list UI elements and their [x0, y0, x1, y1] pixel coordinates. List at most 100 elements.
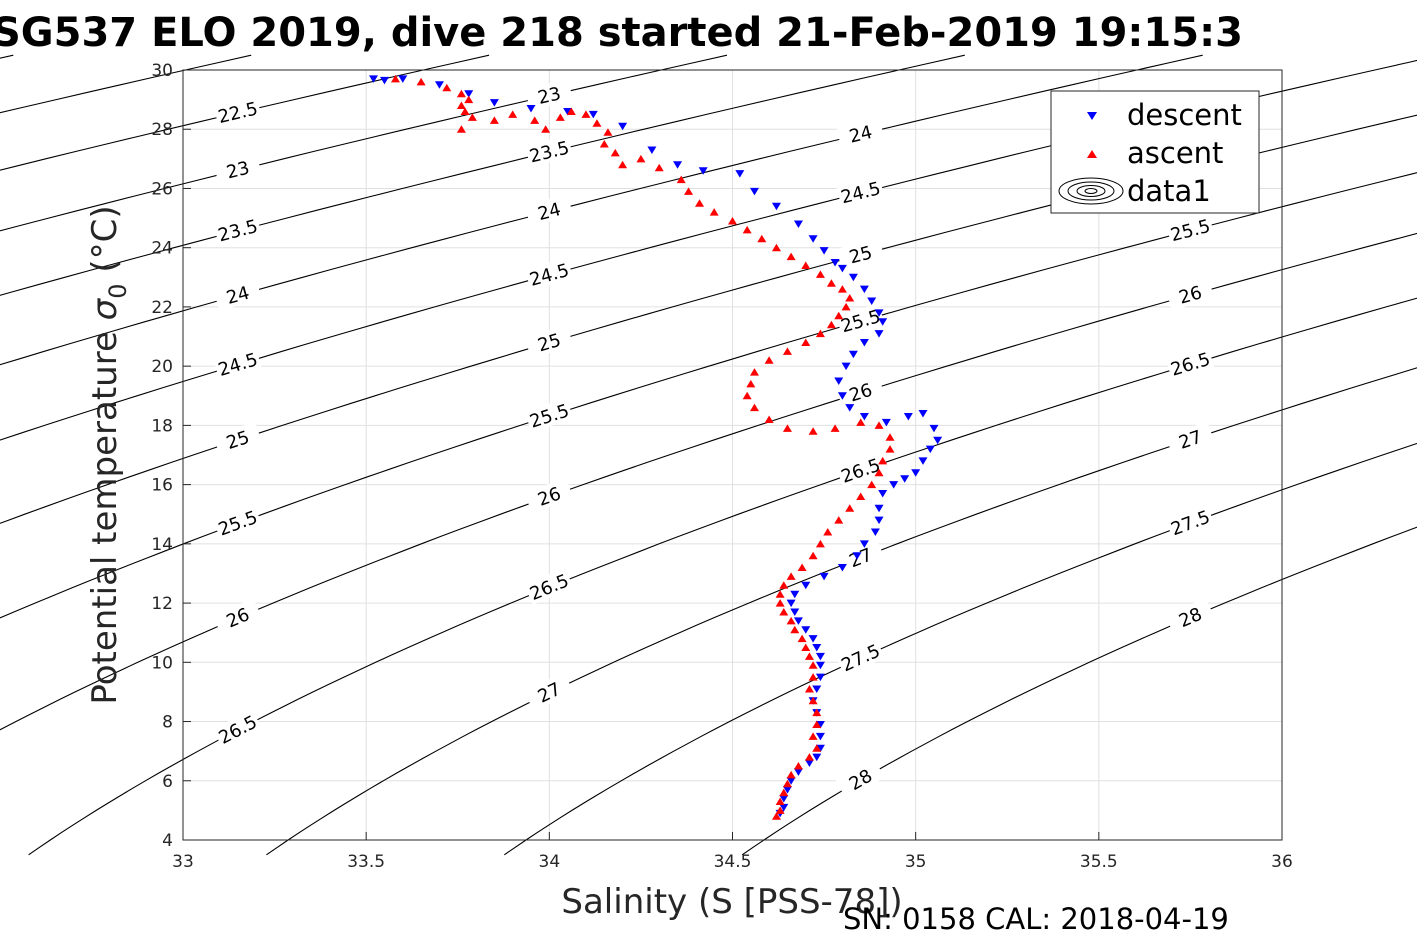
contour-label-bg	[1165, 346, 1215, 381]
calibration-footer: SN: 0158 CAL: 2018-04-19	[843, 902, 1229, 936]
contour-label-bg	[524, 477, 574, 514]
ascent-point	[808, 661, 818, 669]
ascent-point	[742, 391, 752, 400]
ascent-point	[749, 368, 759, 376]
descent-point	[837, 264, 847, 273]
contour-label-group: 25	[524, 324, 574, 359]
contour-label-bg	[525, 135, 574, 167]
ascent-point	[885, 433, 895, 441]
x-tick-label: 34.5	[714, 852, 752, 872]
descent-point	[874, 516, 884, 525]
descent-point	[464, 90, 474, 98]
ascent-point	[775, 599, 785, 607]
descent-point	[398, 75, 408, 83]
contour-label: 23	[536, 83, 563, 109]
descent-point	[790, 608, 800, 616]
descent-point	[793, 768, 803, 776]
descent-point	[881, 418, 891, 427]
descent-point	[379, 76, 389, 85]
ascent-point	[764, 356, 774, 364]
ascent-point	[837, 285, 847, 293]
ascent-point	[801, 643, 811, 651]
ascent-point	[467, 113, 477, 121]
ascent-point	[878, 456, 888, 465]
ascent-point	[793, 761, 803, 770]
descent-point	[859, 338, 869, 347]
descent-point	[870, 528, 880, 536]
ascent-point	[695, 199, 705, 207]
ascent-point	[874, 421, 884, 429]
descent-point	[933, 436, 943, 445]
x-axis-label: Salinity (S [PSS-78])	[561, 882, 902, 922]
density-contour-line	[503, 442, 1417, 856]
ascent-point	[856, 492, 866, 500]
ascent-point	[749, 403, 759, 412]
descent-point	[526, 105, 536, 113]
contour-label: 22.5	[216, 98, 260, 128]
ascent-point	[709, 208, 719, 216]
ascent-point	[610, 148, 620, 157]
ascent-point	[636, 154, 646, 163]
contour-label-group: 27.5	[1165, 504, 1215, 540]
descent-point	[434, 81, 444, 89]
ascent-point	[603, 128, 613, 136]
ascent-point	[764, 415, 774, 423]
descent-point	[837, 392, 847, 400]
ascent-point	[812, 720, 822, 728]
descent-point	[749, 187, 759, 196]
contour-label-group: 24.5	[524, 257, 574, 291]
ascent-point	[456, 101, 466, 110]
ascent-point	[771, 243, 781, 252]
contour-label-group: 26.5	[1165, 346, 1215, 381]
descent-point	[878, 490, 888, 498]
descent-point	[779, 803, 789, 812]
ascent-point	[797, 563, 807, 572]
ascent-point	[808, 551, 818, 560]
contour-label-bg	[524, 672, 574, 712]
ascent-point	[830, 424, 840, 432]
contour-label-bg	[835, 538, 885, 576]
ascent-point	[771, 812, 781, 820]
legend-label-data1: data1	[1127, 174, 1211, 208]
descent-point	[900, 475, 910, 483]
descent-point	[918, 410, 928, 418]
descent-point	[911, 469, 921, 477]
contour-label-bg	[1165, 597, 1215, 636]
descent-point	[925, 445, 935, 454]
density-contour-line	[741, 526, 1417, 856]
ascent-point	[801, 261, 811, 269]
descent-point	[852, 552, 862, 560]
contour-label: 24.5	[527, 260, 571, 291]
legend-label-ascent: ascent	[1127, 136, 1223, 170]
ascent-point	[508, 110, 518, 118]
contour-label-bg	[835, 637, 885, 677]
contour-label-bg	[213, 95, 262, 128]
ascent-point	[808, 696, 818, 705]
contour-label-bg	[836, 117, 885, 150]
descent-point	[618, 122, 628, 131]
contour-label: 23.5	[527, 138, 571, 168]
contour-label-bg	[524, 257, 574, 291]
contour-label-group: 28	[835, 758, 885, 800]
contour-label-bg	[835, 452, 885, 488]
density-contour-line	[0, 54, 728, 232]
descent-point	[779, 795, 789, 803]
descent-point	[698, 167, 708, 175]
y-tick-label: 28	[151, 120, 173, 140]
descent-point	[812, 753, 822, 762]
descent-point	[790, 590, 800, 599]
descent-point	[815, 732, 825, 741]
y-tick-label: 8	[162, 713, 173, 733]
ascent-point	[845, 504, 855, 512]
ascent-point	[812, 708, 822, 717]
ascent-point	[775, 590, 785, 598]
contour-icon	[1058, 177, 1124, 205]
density-contour-line	[0, 54, 14, 59]
descent-point	[588, 110, 598, 119]
legend-item-data1: data1	[1058, 174, 1211, 208]
ascent-point	[808, 427, 818, 435]
ascent-point	[826, 279, 836, 287]
ascent-point	[812, 744, 822, 752]
descent-point	[889, 481, 899, 489]
y-tick-label: 14	[151, 535, 173, 555]
